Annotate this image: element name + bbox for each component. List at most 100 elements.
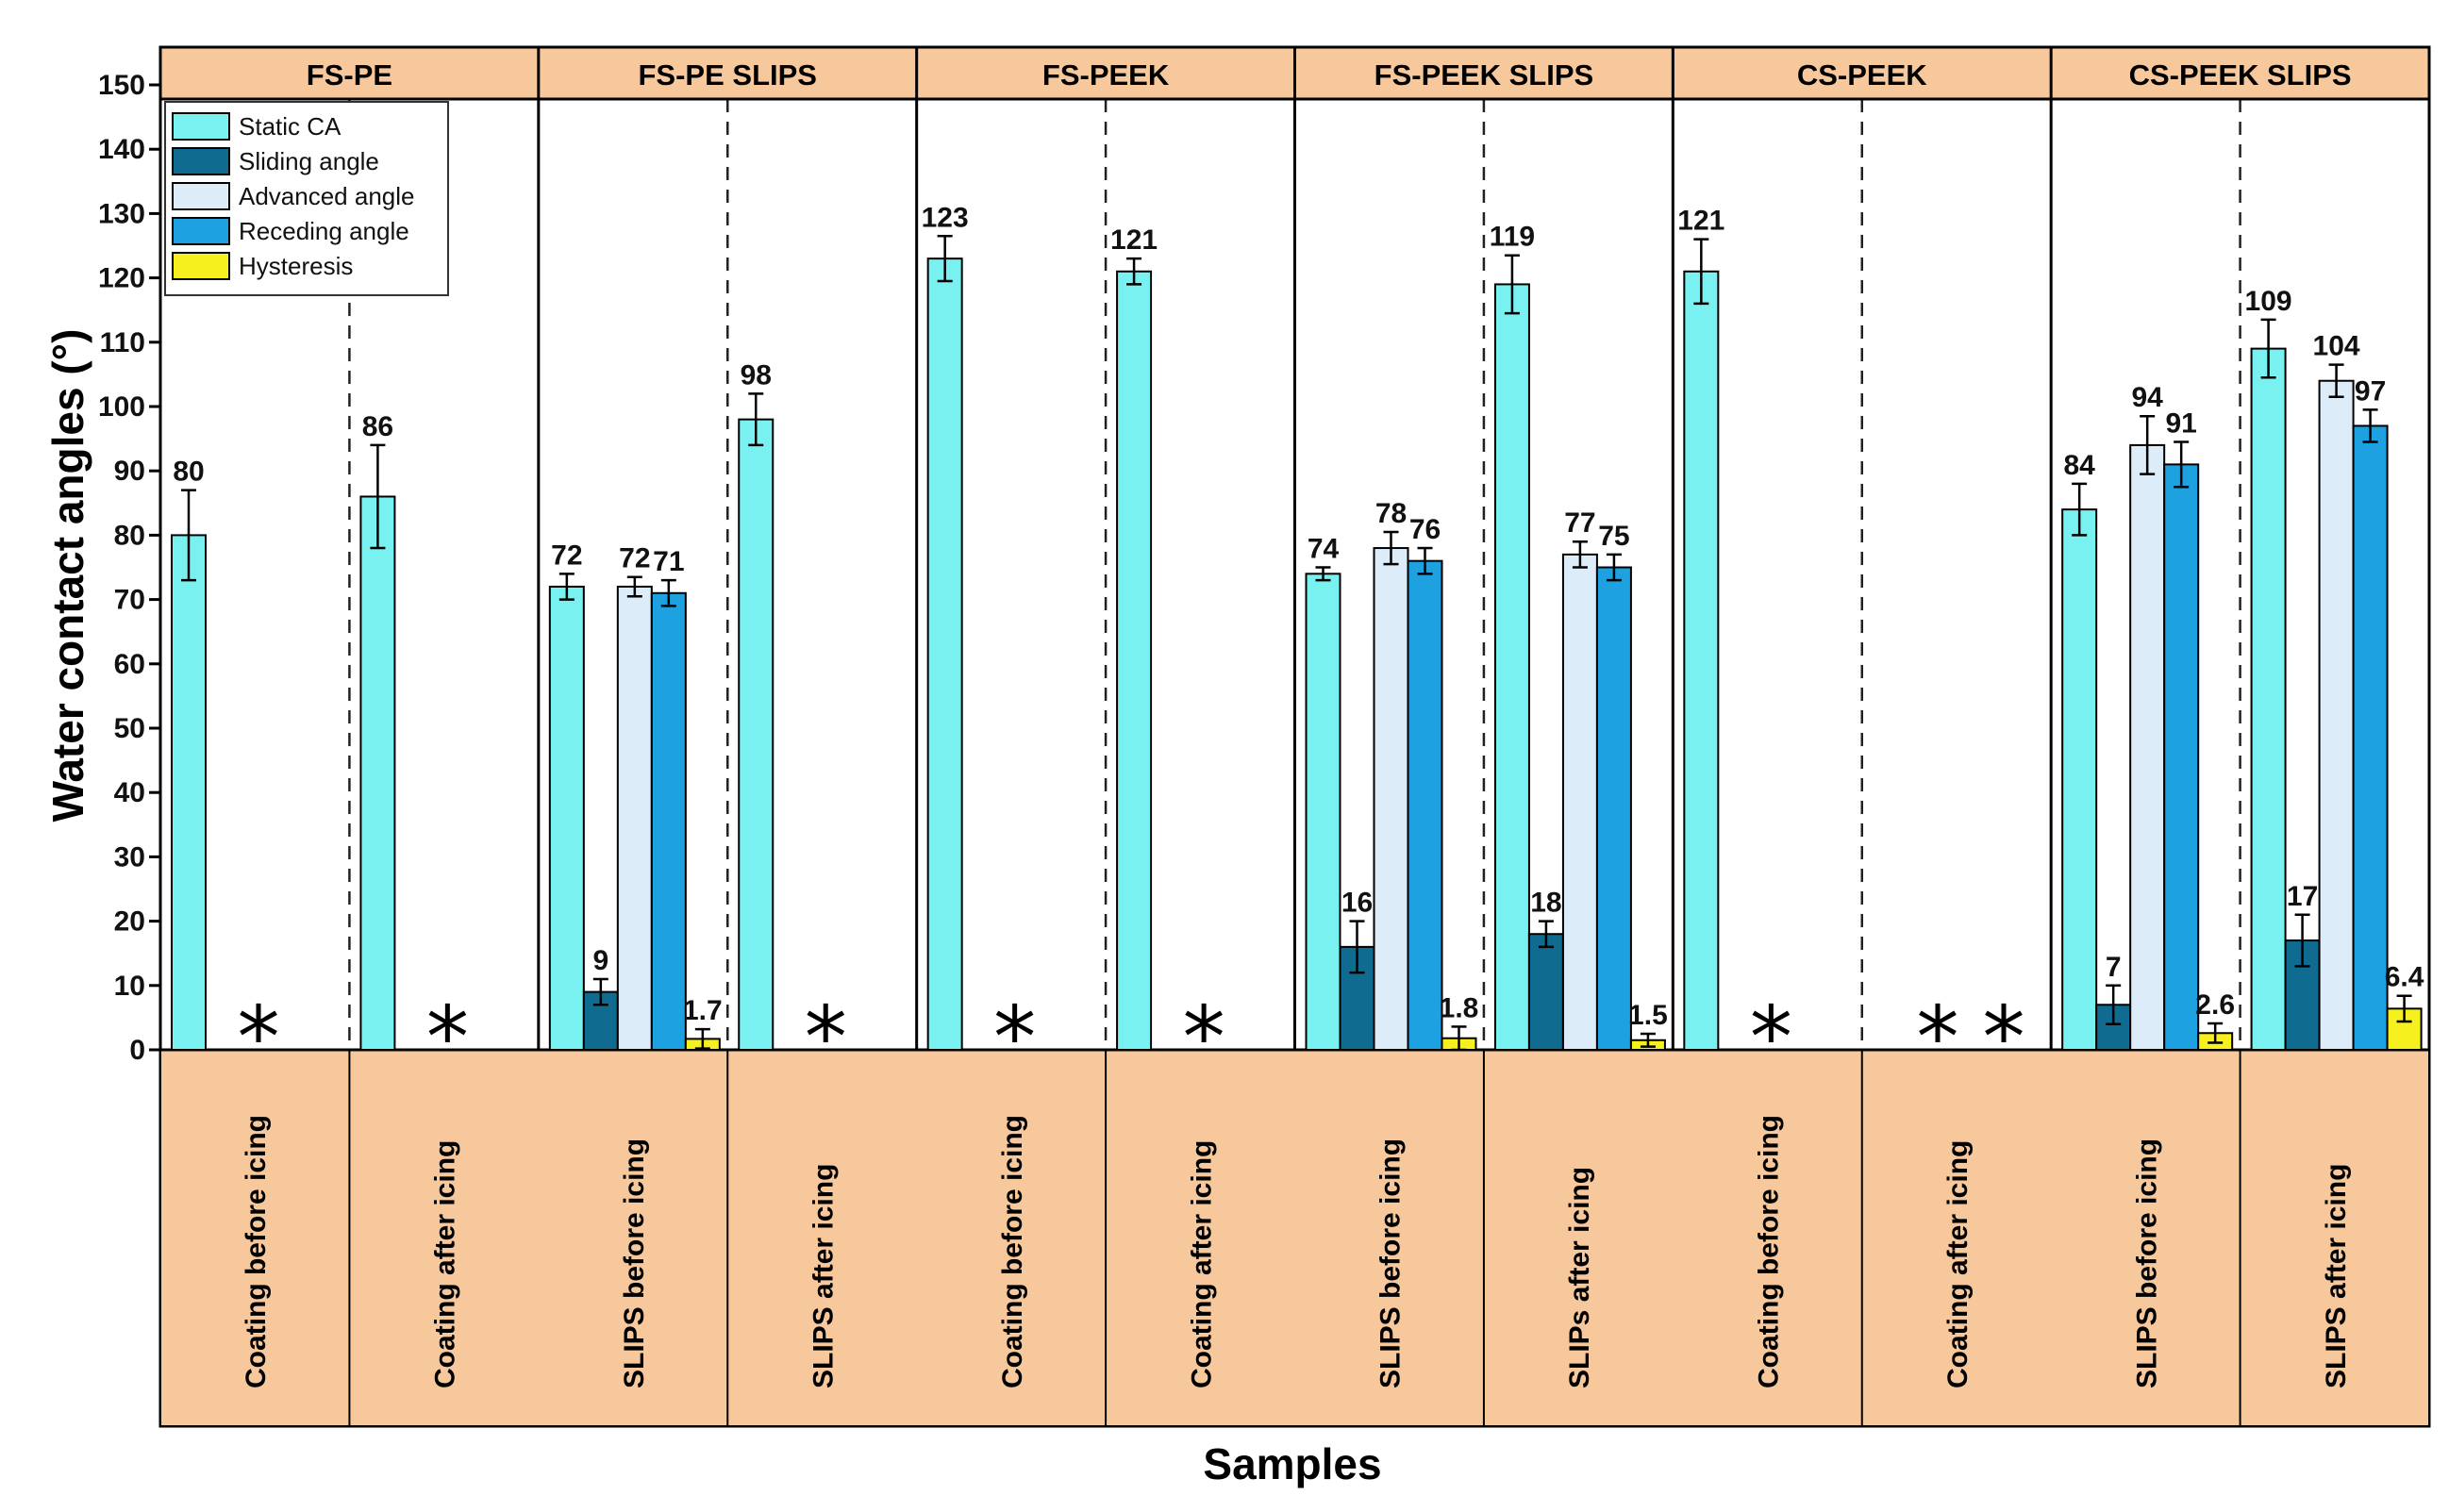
group-label: CS-PEEK SLIPS (2129, 58, 2352, 91)
y-tick-label: 70 (114, 585, 145, 616)
x-axis-title: Samples (1203, 1439, 1381, 1488)
y-tick-label: 80 (114, 520, 145, 551)
group-label: FS-PE (307, 58, 392, 91)
y-tick-label: 120 (98, 263, 145, 294)
data-label: 76 (1409, 514, 1441, 545)
bar-receding (1595, 566, 1632, 1051)
data-label: 97 (2355, 375, 2386, 407)
group-header-band: FS-PE FS-PE SLIPS FS-PEEK FS-PEEK SLIPS CS-P… (158, 45, 2431, 1428)
data-label: 109 (2245, 286, 2292, 317)
data-label: 123 (922, 202, 969, 233)
y-axis-title: Water contact angles (°) (43, 329, 92, 822)
y-tick-label: 0 (129, 1035, 145, 1066)
bar-static (1493, 283, 1530, 1052)
y-tick-label: 40 (114, 777, 145, 808)
y-tick-label: 50 (114, 713, 145, 744)
y-tick-label: 130 (98, 198, 145, 229)
bar-static (926, 258, 963, 1051)
condition-label-band: Coating before icing Coating after icing S… (159, 1048, 2430, 1427)
legend-swatch-sliding (172, 147, 230, 175)
legend-label: Receding angle (239, 217, 409, 245)
legend-label: Hysteresis (239, 252, 353, 280)
data-label: 7 (2106, 952, 2122, 983)
condition-label: SLIPs after icing (1564, 1167, 1595, 1388)
condition-label: Coating before icing (1754, 1115, 1785, 1388)
bar-advanced (2318, 379, 2355, 1052)
y-tick-label: 30 (114, 841, 145, 872)
bar-receding (650, 591, 687, 1052)
condition-label: Coating after icing (1186, 1140, 1217, 1388)
data-label: 9 (592, 945, 608, 976)
data-label: 94 (2131, 382, 2163, 413)
group-label: CS-PEEK (1797, 58, 1927, 91)
condition-label: SLIPS before icing (1375, 1138, 1407, 1388)
bar-receding (2163, 463, 2200, 1051)
condition-label: SLIPS before icing (2131, 1138, 2162, 1388)
data-label: 18 (1530, 888, 1561, 919)
legend-label: Static CA (239, 112, 342, 141)
bar-receding (1407, 559, 1443, 1051)
bar-static (2061, 508, 2098, 1051)
condition-label: SLIPS after icing (2321, 1164, 2352, 1388)
no-data-star: * (426, 989, 469, 1088)
y-tick-label: 100 (98, 391, 145, 423)
bar-advanced (2129, 443, 2166, 1052)
data-label: 91 (2165, 408, 2196, 440)
data-label: 2.6 (2195, 989, 2235, 1021)
legend-swatch-advanced (172, 182, 230, 210)
legend-swatch-static (172, 112, 230, 141)
data-label: 86 (362, 411, 393, 442)
condition-band-background (159, 1049, 2430, 1427)
data-label: 119 (1490, 222, 1535, 253)
data-label: 98 (741, 359, 772, 390)
data-label: 17 (2287, 881, 2318, 912)
bar-layer (171, 235, 2423, 1052)
bar-static (1305, 573, 1341, 1051)
group-label: FS-PE SLIPS (639, 58, 817, 91)
y-tick-label: 10 (114, 971, 145, 1002)
bar-advanced (1561, 553, 1598, 1051)
group-label: FS-PEEK (1042, 58, 1170, 91)
bar-static (1683, 270, 1720, 1051)
bar-static (1116, 270, 1153, 1051)
data-label: 74 (1308, 534, 1340, 565)
no-data-star: * (1183, 989, 1225, 1088)
data-label: 1.5 (1628, 1000, 1668, 1031)
data-label: 84 (2063, 450, 2095, 481)
data-label: 78 (1375, 498, 1407, 529)
condition-label: Coating after icing (1942, 1140, 1974, 1388)
legend-swatch-receding (172, 217, 230, 245)
bar-static (359, 495, 396, 1051)
condition-label: Coating after icing (430, 1140, 461, 1388)
group-label: FS-PEEK SLIPS (1374, 58, 1594, 91)
data-label: 121 (1677, 206, 1724, 237)
bar-advanced (1373, 547, 1409, 1051)
data-label: 72 (619, 543, 650, 574)
y-axis: 0 10 20 30 40 50 60 70 80 90 100 110 120 130 140 150 (98, 70, 160, 1066)
condition-label: Coating before icing (241, 1115, 272, 1388)
legend: Static CA Sliding angle Advanced angle Rece… (164, 101, 449, 296)
data-label: 77 (1564, 507, 1595, 539)
y-tick-label: 20 (114, 906, 145, 938)
y-tick-label: 150 (98, 70, 145, 101)
bar-static (2250, 347, 2287, 1051)
bar-static (738, 418, 775, 1051)
legend-swatch-hysteresis (172, 252, 230, 280)
bar-static (171, 534, 207, 1051)
legend-label: Sliding angle (239, 147, 379, 175)
data-label: 80 (173, 457, 204, 488)
no-data-star: * (1982, 989, 2024, 1088)
y-tick-label: 90 (114, 456, 145, 487)
data-label: 6.4 (2385, 962, 2424, 993)
y-tick-label: 60 (114, 649, 145, 680)
bar-advanced (616, 585, 653, 1052)
condition-label: SLIPS after icing (808, 1164, 839, 1388)
legend-label: Advanced angle (239, 182, 414, 210)
no-data-star: * (993, 989, 1036, 1088)
no-data-star: * (1750, 989, 1792, 1088)
y-tick-label: 140 (98, 134, 145, 165)
condition-label: Coating before icing (997, 1115, 1028, 1388)
data-label: 104 (2313, 331, 2360, 362)
